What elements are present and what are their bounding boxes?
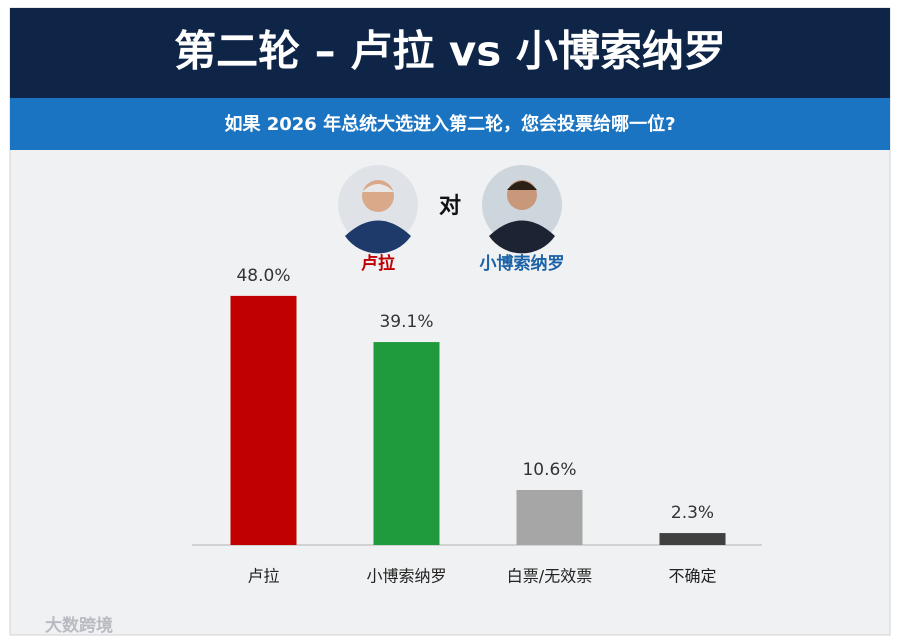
value-label: 10.6%: [522, 460, 576, 480]
candidate-right: 小博索纳罗: [480, 253, 565, 274]
value-label: 39.1%: [379, 312, 433, 332]
bar: [659, 533, 726, 545]
title: 第二轮 – 卢拉 vs 小博索纳罗: [174, 27, 726, 76]
portrait-left: [338, 165, 418, 254]
value-label: 2.3%: [671, 503, 714, 523]
portrait-right: [482, 165, 562, 254]
bar: [516, 489, 583, 545]
subtitle-band: [10, 98, 890, 150]
bars: 48.0% 卢拉 39.1% 小博索纳罗 10.6% 白票/无效票 2.3% 不确定: [230, 266, 726, 586]
category-label: 小博索纳罗: [366, 567, 446, 586]
candidate-left: 卢拉: [361, 253, 395, 274]
versus: 对: [439, 194, 461, 219]
subtitle: 如果 2026 年总统大选进入第二轮，您会投票给哪一位?: [224, 113, 675, 135]
bar: [230, 295, 297, 545]
category-label: 卢拉: [247, 567, 279, 586]
value-label: 48.0%: [236, 266, 290, 286]
watermark: 大数跨境: [45, 615, 113, 636]
category-label: 白票/无效票: [507, 567, 592, 586]
category-label: 不确定: [668, 567, 716, 586]
bar: [373, 342, 440, 545]
header-band: [10, 8, 890, 98]
